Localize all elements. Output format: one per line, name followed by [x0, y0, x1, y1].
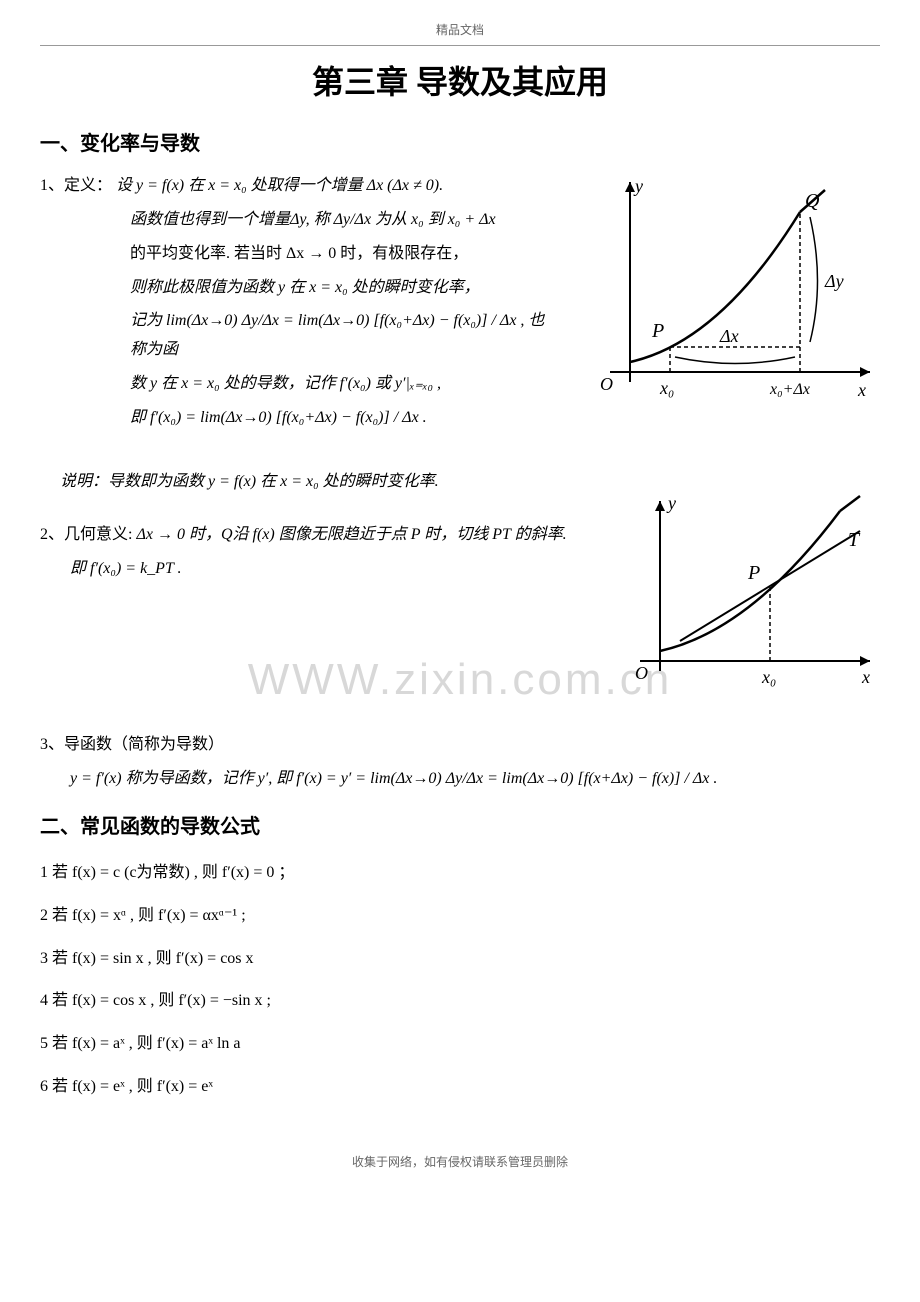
- graph-average-rate: O y x x₀ x₀+Δx P Q Δx Δy: [580, 172, 880, 433]
- item3-block: 3、导函数（简称为导数） y = f′(x) 称为导函数，记作 y′, 即 f′…: [40, 731, 880, 794]
- item1-line1: 设 y = f(x) 在 x = x₀ 处取得一个增量 Δx (Δx ≠ 0).: [116, 177, 443, 194]
- item1-label: 1、定义：: [40, 177, 112, 194]
- page-footer: 收集于网络，如有侵权请联系管理员删除: [40, 1152, 880, 1174]
- svg-text:y: y: [666, 493, 676, 513]
- svg-text:T: T: [848, 529, 861, 551]
- svg-text:x₀: x₀: [659, 378, 674, 398]
- formula-3: 3 若 f(x) = sin x , 则 f′(x) = cos x: [40, 945, 880, 974]
- svg-text:Δy: Δy: [824, 271, 844, 291]
- svg-text:P: P: [747, 562, 760, 584]
- section1-item2-wrap: 2、几何意义: Δx → 0 时，Q沿 f(x) 图像无限趋近于点 P 时，切线…: [40, 521, 880, 721]
- svg-text:x₀+Δx: x₀+Δx: [769, 381, 810, 398]
- item2-line1: Δx → 0 时，Q沿 f(x) 图像无限趋近于点 P 时，切线 PT 的斜率.: [136, 526, 566, 543]
- item2-line2: 即 f′(x₀) = k_PT .: [70, 555, 640, 584]
- item1-line7: 即 f′(x₀) = lim(Δx→0) [f(x₀+Δx) − f(x₀)] …: [130, 404, 560, 433]
- item1-line2: 函数值也得到一个增量Δy, 称 Δy/Δx 为从 x₀ 到 x₀ + Δx: [130, 206, 560, 235]
- graph2-svg: O y x x₀ P T: [620, 491, 880, 701]
- svg-text:x: x: [857, 380, 866, 400]
- item1-line5: 记为 lim(Δx→0) Δy/Δx = lim(Δx→0) [f(x₀+Δx)…: [130, 307, 560, 365]
- svg-text:y: y: [633, 176, 643, 196]
- chapter-title: 第三章 导数及其应用: [40, 54, 880, 112]
- item1-line3: 的平均变化率. 若当时 Δx → 0 时，有极限存在，: [130, 240, 560, 269]
- formula-1: 1 若 f(x) = c (c为常数) , 则 f′(x) = 0 ；: [40, 859, 880, 888]
- graph1-svg: O y x x₀ x₀+Δx P Q Δx Δy: [580, 172, 880, 422]
- formula-2: 2 若 f(x) = xᵅ , 则 f′(x) = αxᵅ⁻¹ ;: [40, 902, 880, 931]
- page-header: 精品文档: [40, 20, 880, 46]
- svg-text:x₀: x₀: [761, 667, 776, 687]
- svg-text:O: O: [600, 374, 613, 394]
- graph-tangent: O y x x₀ P T: [620, 491, 880, 712]
- svg-text:P: P: [651, 320, 664, 342]
- svg-text:Q: Q: [805, 190, 820, 212]
- svg-text:Δx: Δx: [719, 326, 739, 346]
- svg-text:O: O: [635, 663, 648, 683]
- formula-4: 4 若 f(x) = cos x , 则 f′(x) = −sin x ;: [40, 987, 880, 1016]
- svg-text:x: x: [861, 667, 870, 687]
- section1-content: 1、定义： 设 y = f(x) 在 x = x₀ 处取得一个增量 Δx (Δx…: [40, 172, 880, 432]
- section2-title: 二、常见函数的导数公式: [40, 809, 880, 845]
- formula-5: 5 若 f(x) = aˣ , 则 f′(x) = aˣ ln a: [40, 1030, 880, 1059]
- item2-label: 2、几何意义:: [40, 526, 132, 543]
- item3-line1: y = f′(x) 称为导函数，记作 y′, 即 f′(x) = y′ = li…: [70, 765, 880, 794]
- item1-line4: 则称此极限值为函数 y 在 x = x₀ 处的瞬时变化率，: [130, 274, 560, 303]
- section1-title: 一、变化率与导数: [40, 126, 880, 162]
- item1-line6: 数 y 在 x = x₀ 处的导数，记作 f′(x₀) 或 y′|ₓ₌ₓ₀ ,: [130, 370, 560, 399]
- formula-list: 1 若 f(x) = c (c为常数) , 则 f′(x) = 0 ； 2 若 …: [40, 859, 880, 1102]
- definition-block: 1、定义： 设 y = f(x) 在 x = x₀ 处取得一个增量 Δx (Δx…: [40, 172, 560, 432]
- formula-6: 6 若 f(x) = eˣ , 则 f′(x) = eˣ: [40, 1073, 880, 1102]
- item3-label: 3、导函数（简称为导数）: [40, 731, 880, 760]
- geometric-meaning-block: 2、几何意义: Δx → 0 时，Q沿 f(x) 图像无限趋近于点 P 时，切线…: [40, 521, 640, 584]
